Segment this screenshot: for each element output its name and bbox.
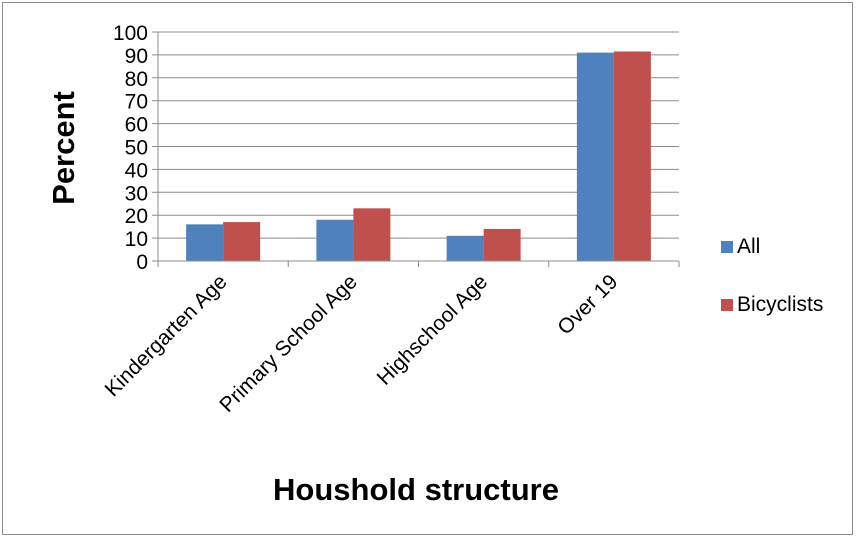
bars	[186, 51, 651, 262]
x-tick-label: Primary School Age	[215, 270, 362, 417]
y-tick-label: 0	[136, 251, 148, 274]
x-tick-label: Kindergarten Age	[101, 270, 232, 401]
bar-bicyclists-2	[483, 228, 521, 261]
axes	[152, 31, 680, 267]
legend: All Bicyclists	[721, 232, 823, 320]
y-tick-label: 100	[113, 22, 148, 45]
bar-bicyclists-3	[613, 51, 651, 262]
y-tick-label: 90	[125, 45, 148, 68]
legend-label: All	[737, 235, 761, 258]
y-tick-label: 50	[125, 137, 148, 160]
legend-swatch	[721, 299, 733, 311]
y-tick-label: 20	[125, 205, 148, 228]
bar-bicyclists-0	[223, 222, 261, 261]
x-tick-label: Over 19	[553, 270, 622, 339]
legend-swatch	[721, 241, 733, 253]
y-tick-label: 30	[125, 182, 148, 205]
legend-item-all: All	[721, 232, 823, 262]
y-tick-label: 70	[125, 91, 148, 114]
y-tick-label: 80	[125, 68, 148, 91]
bar-bicyclists-1	[353, 208, 391, 261]
y-tick-label: 40	[125, 159, 148, 182]
bar-all-0	[186, 224, 224, 261]
x-tick-label: Highschool Age	[373, 270, 492, 389]
bar-all-1	[316, 219, 354, 261]
x-axis-label: Houshold structure	[273, 472, 559, 507]
legend-label: Bicyclists	[737, 293, 824, 316]
y-tick-label: 60	[125, 114, 148, 137]
bar-all-2	[446, 235, 484, 261]
legend-item-bicyclists: Bicyclists	[721, 290, 823, 320]
bar-all-3	[576, 52, 614, 261]
y-tick-label: 10	[125, 228, 148, 251]
y-axis-label: Percent	[46, 91, 81, 205]
